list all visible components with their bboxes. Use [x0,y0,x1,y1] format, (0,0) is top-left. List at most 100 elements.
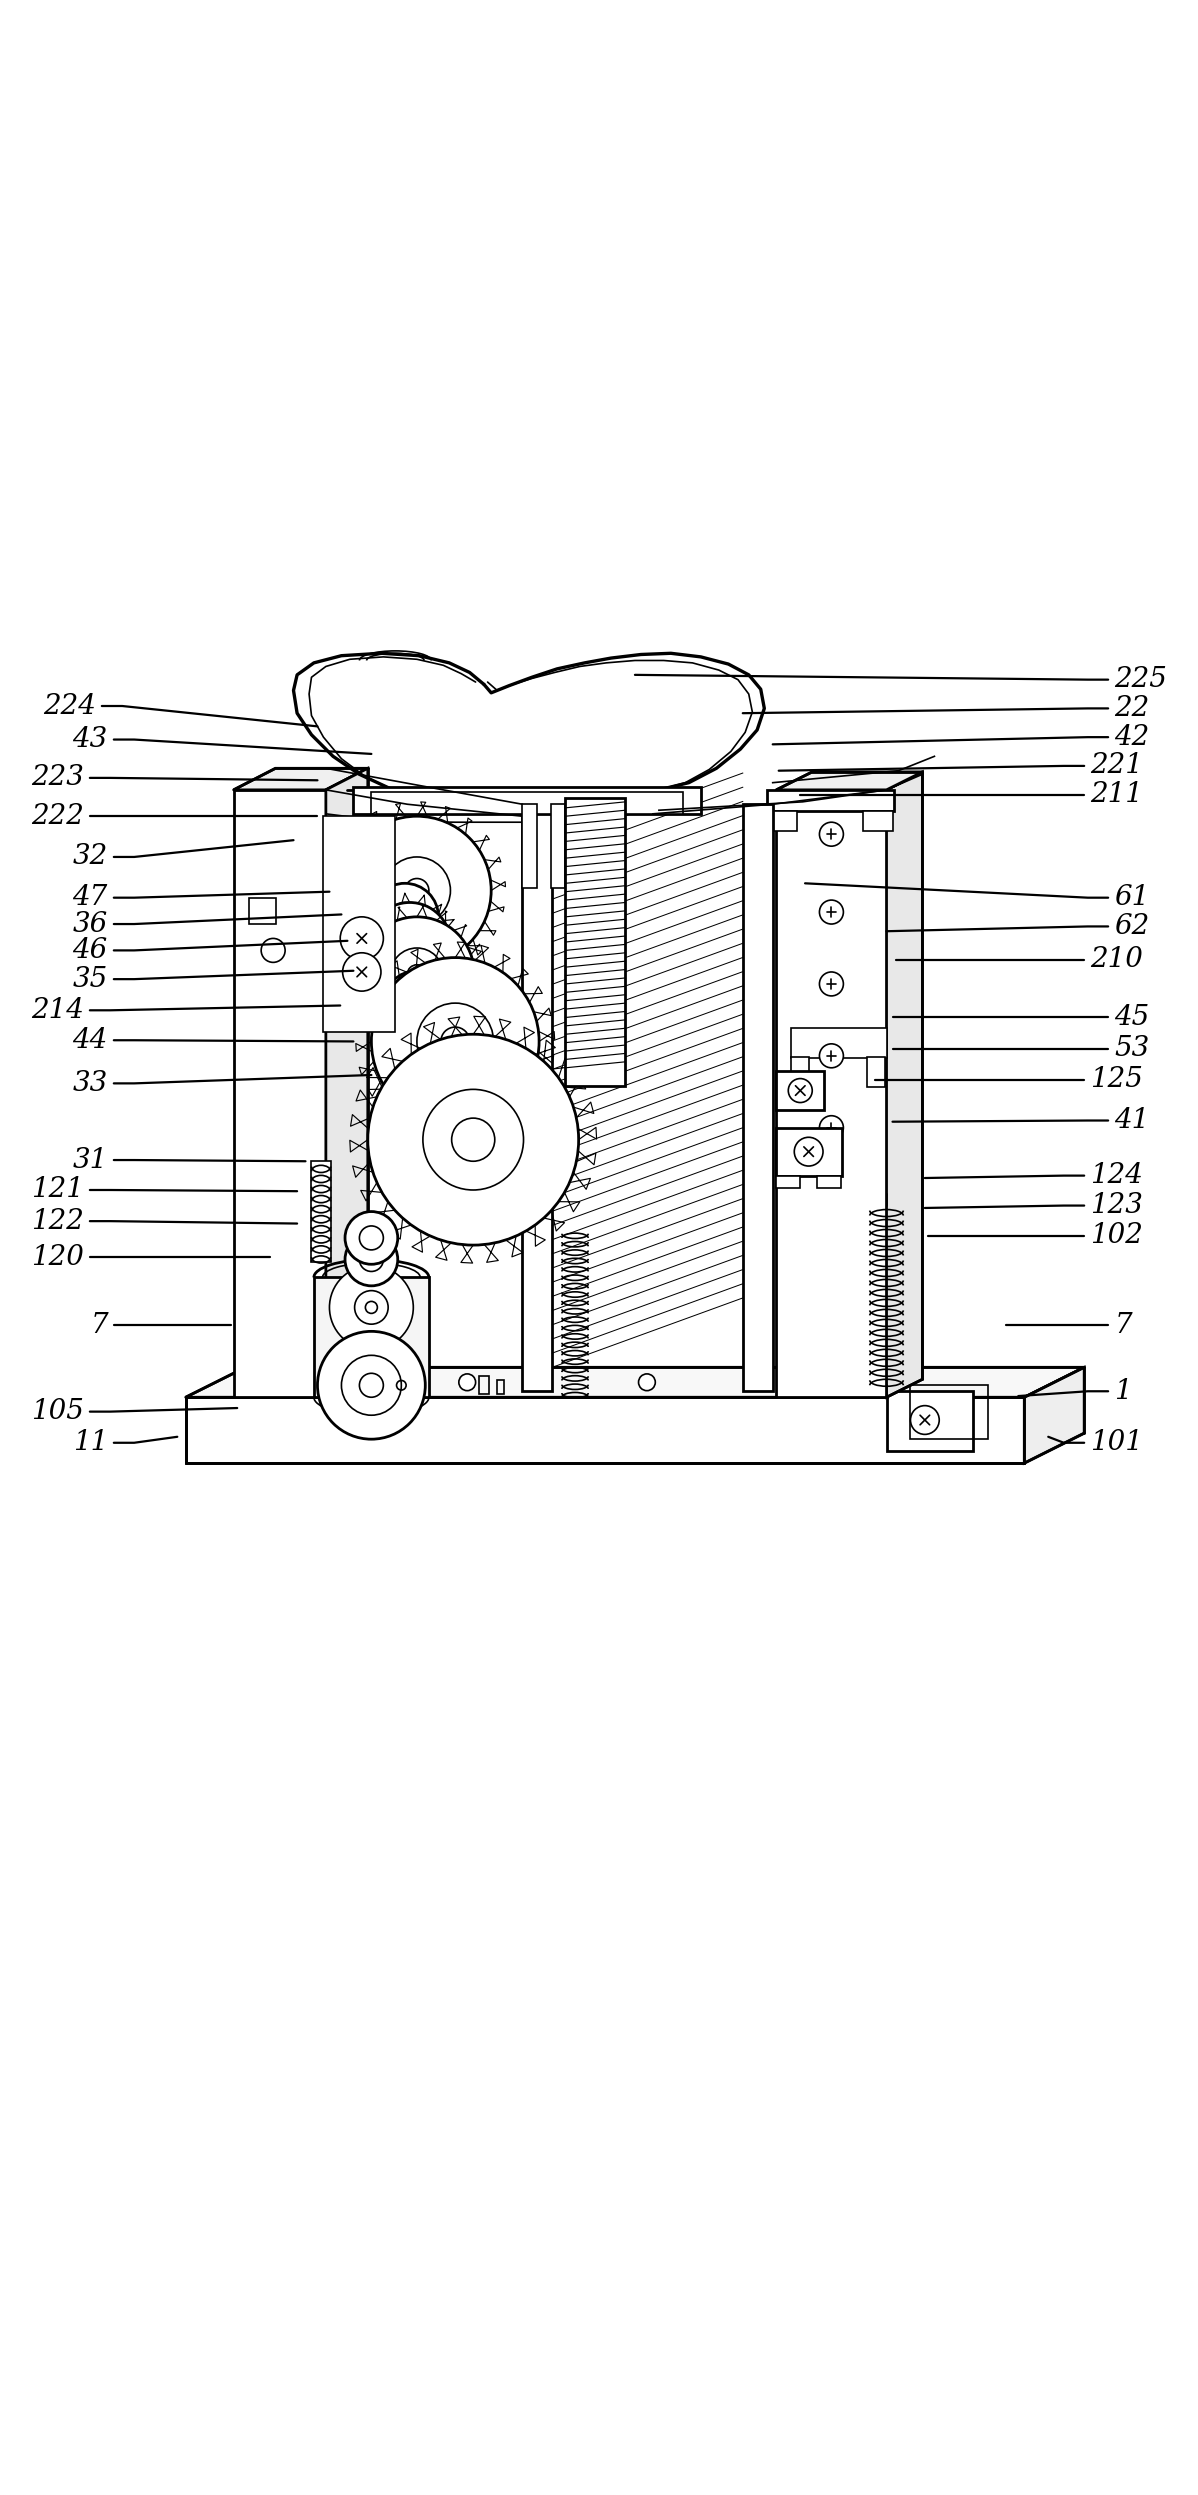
Bar [249,898,276,923]
Polygon shape [887,771,922,1397]
Circle shape [411,998,423,1010]
Text: 123: 123 [1090,1193,1143,1220]
Text: 36: 36 [73,911,108,938]
Circle shape [639,1375,655,1390]
Text: 43: 43 [73,726,108,753]
Polygon shape [776,771,922,791]
Bar [371,793,683,813]
Bar [323,816,395,1033]
Bar [353,788,701,813]
Circle shape [819,901,843,923]
Text: 61: 61 [1114,883,1149,911]
Circle shape [393,926,426,961]
Text: 41: 41 [1114,1108,1149,1135]
Text: 31: 31 [73,1148,108,1173]
Bar [776,1070,824,1110]
Bar [910,1385,988,1440]
Circle shape [818,1375,835,1390]
Circle shape [345,1233,398,1285]
Circle shape [340,916,383,961]
Bar [551,803,565,888]
Circle shape [407,966,426,983]
Circle shape [391,903,419,931]
Bar [817,1175,841,1188]
Bar [887,1392,973,1452]
Bar [791,1058,809,1088]
Circle shape [423,1090,524,1190]
Text: 46: 46 [73,938,108,963]
Circle shape [283,1372,304,1392]
Text: 105: 105 [31,1397,84,1425]
Text: 221: 221 [1090,753,1143,778]
Bar [282,1365,294,1387]
Text: 47: 47 [73,883,108,911]
Bar [186,1397,1024,1462]
Bar [791,1028,887,1058]
Text: 121: 121 [31,1178,84,1203]
Circle shape [359,916,474,1033]
Bar [776,1128,842,1175]
Text: 225: 225 [1114,666,1167,694]
Circle shape [329,1265,413,1350]
Text: 62: 62 [1114,913,1149,941]
Text: 53: 53 [1114,1035,1149,1063]
Bar [767,791,894,811]
Text: 223: 223 [31,763,84,791]
Circle shape [261,938,285,963]
Bar [776,791,887,1397]
Text: 211: 211 [1090,781,1143,808]
Circle shape [369,903,450,983]
Circle shape [371,883,438,951]
Circle shape [368,1035,579,1245]
Text: 32: 32 [73,843,108,871]
Text: 102: 102 [1090,1223,1143,1250]
Text: 11: 11 [73,1430,108,1457]
Circle shape [341,1355,401,1415]
Bar [767,811,797,831]
Text: 1: 1 [1114,1377,1132,1405]
Bar [497,1380,504,1395]
Circle shape [383,856,450,923]
Circle shape [399,911,411,923]
Bar [479,1377,489,1395]
Bar [867,1058,885,1088]
Text: 222: 222 [31,803,84,831]
Circle shape [819,823,843,846]
Bar [234,791,326,1397]
Circle shape [819,973,843,996]
Text: 45: 45 [1114,1003,1149,1030]
Circle shape [452,1118,495,1160]
Circle shape [391,948,443,1000]
Circle shape [794,1138,823,1165]
Text: 35: 35 [73,966,108,993]
Circle shape [403,991,431,1018]
Circle shape [343,953,381,991]
Circle shape [317,1332,425,1440]
Text: 42: 42 [1114,724,1149,751]
Circle shape [459,1375,476,1390]
Circle shape [819,1115,843,1140]
Text: 33: 33 [73,1070,108,1098]
Bar [311,1160,331,1262]
Circle shape [355,1290,388,1325]
Circle shape [417,1003,494,1080]
Text: 214: 214 [31,998,84,1023]
Text: 125: 125 [1090,1065,1143,1093]
Circle shape [441,1028,470,1055]
Text: 7: 7 [90,1312,108,1340]
Text: 224: 224 [43,694,96,719]
Circle shape [383,971,450,1038]
Text: 210: 210 [1090,946,1143,973]
Text: 122: 122 [31,1208,84,1235]
Circle shape [343,816,491,966]
Bar [743,803,773,1392]
Circle shape [371,958,539,1125]
Text: 44: 44 [73,1028,108,1053]
Polygon shape [1024,1367,1084,1462]
Polygon shape [234,768,368,791]
Bar [314,1277,429,1397]
Circle shape [910,1405,939,1435]
Text: 101: 101 [1090,1430,1143,1457]
Bar [776,1175,800,1188]
Text: 22: 22 [1114,696,1149,721]
